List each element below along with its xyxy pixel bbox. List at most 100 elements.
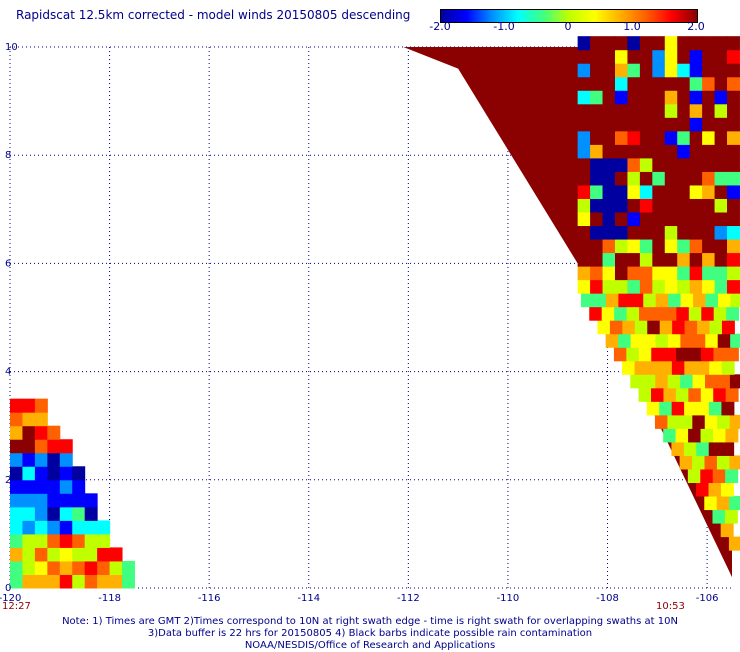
wind-cell [692, 374, 706, 389]
wind-cell [652, 157, 666, 172]
map-plot: -120 -118 -116 -114 -112 -110 -108 -1060246810 … [0, 36, 740, 612]
wind-cell [614, 239, 628, 254]
wind-cell [712, 428, 726, 443]
note-line-2: 3)Data buffer is 22 hrs for 20150805 4) … [147, 628, 593, 639]
wind-cell [702, 225, 716, 240]
wind-cell [47, 574, 61, 589]
wind-cell [692, 414, 706, 429]
wind-cell [590, 76, 604, 91]
wind-cell [714, 279, 728, 294]
wind-cell [664, 239, 678, 254]
wind-cell [727, 63, 740, 78]
wind-cell [627, 49, 641, 64]
wind-cell [728, 536, 740, 551]
wind-cell [721, 320, 735, 335]
lat-tick-label: 6 [5, 258, 11, 269]
wind-cell [729, 374, 740, 389]
wind-cell [659, 360, 673, 375]
wind-cell [10, 466, 23, 481]
wind-cell [639, 266, 653, 281]
wind-cell [601, 306, 615, 321]
wind-cell [664, 130, 678, 145]
wind-cell [724, 509, 738, 524]
wind-cell [602, 225, 616, 240]
wind-cell [652, 252, 666, 267]
wind-cell [727, 36, 740, 51]
wind-cell [577, 266, 591, 281]
wind-cell [727, 279, 740, 294]
wind-cell [725, 468, 739, 484]
wind-difference-cells [10, 36, 740, 589]
lon-tick-label: -120 [0, 593, 21, 604]
wind-cell [730, 293, 740, 308]
wind-cell [675, 387, 689, 402]
wind-cell [577, 198, 591, 213]
wind-cell [72, 574, 86, 589]
wind-cell [714, 184, 728, 199]
wind-cell [714, 76, 728, 91]
wind-cell [614, 90, 628, 105]
wind-cell [677, 252, 691, 267]
wind-cell [663, 387, 677, 402]
wind-cell [577, 225, 591, 240]
wind-cell [702, 171, 716, 186]
wind-cell [577, 144, 591, 159]
wind-cell [590, 36, 604, 51]
wind-cell [655, 374, 669, 389]
wind-cell [655, 333, 669, 348]
wind-cell [47, 439, 61, 454]
wind-cell [97, 574, 111, 589]
map-title: Rapidscat 12.5km corrected - model winds… [16, 8, 411, 22]
wind-cell [727, 198, 740, 213]
wind-cell [714, 171, 728, 186]
wind-cell [717, 414, 731, 429]
lon-tick-label: -106 [696, 593, 719, 604]
wind-cell [627, 103, 641, 118]
wind-cell [47, 533, 61, 548]
wind-cell [717, 333, 731, 348]
wind-cell [639, 239, 653, 254]
colorbar-tick-label: 0 [564, 20, 572, 33]
wind-cell [688, 387, 702, 402]
wind-cell [602, 130, 616, 145]
wind-cell [109, 547, 123, 562]
wind-cell [688, 347, 702, 362]
wind-cell [627, 117, 641, 132]
wind-cell [652, 198, 666, 213]
wind-cell [702, 198, 716, 213]
wind-cell [72, 520, 86, 535]
wind-cell [22, 533, 36, 548]
wind-cell [602, 76, 616, 91]
left-swath-time: 12:27 [2, 601, 31, 612]
wind-cell [700, 428, 714, 443]
wind-cell [702, 117, 716, 132]
wind-cell [639, 117, 653, 132]
wind-cell [577, 212, 591, 227]
wind-cell [727, 90, 740, 105]
wind-cell [72, 506, 86, 521]
wind-cell [627, 239, 641, 254]
wind-cell [590, 225, 604, 240]
colorbar-tick-label: 2.0 [687, 20, 705, 33]
wind-cell [34, 574, 48, 589]
wind-cell [720, 482, 734, 497]
wind-cell [677, 171, 691, 186]
wind-cell [655, 293, 669, 308]
wind-cell [689, 103, 703, 118]
wind-cell [614, 144, 628, 159]
wind-cell [652, 184, 666, 199]
swath-time-labels: 12:27 10:53 [2, 601, 685, 612]
wind-cell [602, 49, 616, 64]
wind-cell [10, 574, 23, 589]
wind-cell [729, 455, 740, 470]
wind-cell [605, 293, 619, 308]
wind-cell [590, 239, 604, 254]
wind-cell [702, 63, 716, 78]
wind-cell [680, 374, 694, 389]
wind-cell [22, 520, 36, 535]
wind-cell [714, 117, 728, 132]
wind-cell [122, 560, 135, 575]
wind-cell [702, 252, 716, 267]
wind-cell [667, 333, 681, 348]
wind-cell [708, 401, 722, 416]
